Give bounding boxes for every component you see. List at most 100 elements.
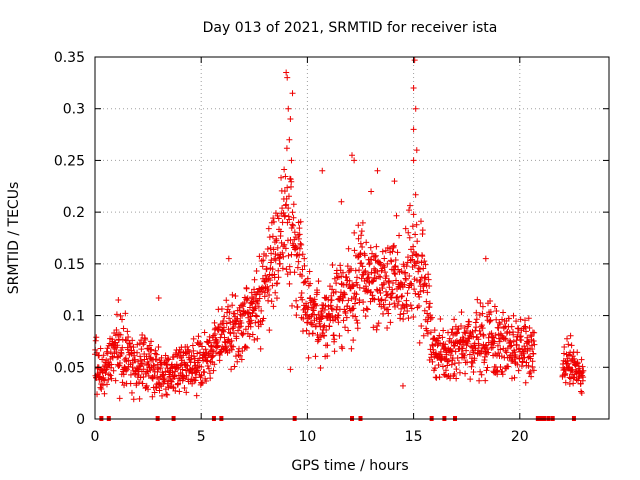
data-point bbox=[409, 252, 416, 259]
data-point bbox=[107, 349, 114, 356]
data-point bbox=[513, 318, 520, 325]
data-point bbox=[289, 209, 296, 216]
data-point bbox=[367, 244, 374, 251]
data-point bbox=[130, 344, 137, 351]
data-point bbox=[477, 299, 484, 306]
data-point bbox=[264, 246, 271, 253]
data-point bbox=[103, 381, 110, 388]
data-point bbox=[346, 267, 353, 274]
data-point bbox=[139, 380, 146, 387]
data-point bbox=[328, 305, 335, 312]
data-point-peak bbox=[283, 69, 290, 76]
y-tick-label: 0.2 bbox=[63, 205, 85, 221]
data-point bbox=[262, 278, 269, 285]
data-point bbox=[119, 316, 126, 323]
data-point bbox=[455, 326, 462, 333]
data-point bbox=[160, 371, 167, 378]
y-tick-labels: 0 0.05 0.1 0.15 0.2 0.25 0.3 0.35 bbox=[54, 50, 85, 428]
data-point bbox=[453, 330, 460, 337]
data-point bbox=[567, 375, 574, 382]
data-point bbox=[510, 338, 517, 345]
data-point bbox=[330, 332, 337, 339]
data-point-peak bbox=[413, 147, 420, 154]
data-point bbox=[253, 313, 260, 320]
data-point bbox=[205, 365, 212, 372]
data-point bbox=[177, 377, 184, 384]
y-tick-label: 0.05 bbox=[54, 360, 85, 376]
data-point bbox=[355, 222, 362, 229]
data-point bbox=[236, 307, 243, 314]
data-point bbox=[227, 319, 234, 326]
data-point bbox=[120, 371, 127, 378]
data-point bbox=[473, 324, 480, 331]
data-point bbox=[408, 305, 415, 312]
data-point bbox=[439, 354, 446, 361]
data-point bbox=[298, 290, 305, 297]
data-point bbox=[165, 377, 172, 384]
data-point bbox=[156, 381, 163, 388]
x-tick-label: 20 bbox=[511, 429, 529, 445]
data-point bbox=[467, 343, 474, 350]
data-point bbox=[174, 365, 181, 372]
data-point bbox=[249, 310, 256, 317]
data-point bbox=[274, 280, 281, 287]
data-point bbox=[218, 306, 225, 313]
data-point bbox=[412, 191, 419, 198]
data-point bbox=[456, 369, 463, 376]
data-point bbox=[492, 332, 499, 339]
data-point bbox=[283, 201, 290, 208]
data-point bbox=[351, 229, 358, 236]
data-point bbox=[272, 257, 279, 264]
data-point bbox=[293, 252, 300, 259]
data-point bbox=[179, 366, 186, 373]
data-point bbox=[221, 313, 228, 320]
data-point bbox=[263, 265, 270, 272]
data-point bbox=[568, 357, 575, 364]
data-point bbox=[410, 243, 417, 250]
data-point-peak bbox=[285, 105, 292, 112]
data-point bbox=[273, 237, 280, 244]
data-point bbox=[392, 263, 399, 270]
data-point bbox=[345, 327, 352, 334]
data-point bbox=[495, 325, 502, 332]
data-point bbox=[286, 216, 293, 223]
data-point bbox=[149, 393, 156, 400]
data-point bbox=[516, 355, 523, 362]
data-point bbox=[451, 316, 458, 323]
data-point bbox=[461, 329, 468, 336]
data-point bbox=[430, 346, 437, 353]
data-point bbox=[403, 263, 410, 270]
data-point bbox=[225, 326, 232, 333]
data-point bbox=[476, 377, 483, 384]
data-point bbox=[226, 347, 233, 354]
data-point bbox=[288, 178, 295, 185]
data-point bbox=[354, 319, 361, 326]
data-point bbox=[267, 244, 274, 251]
data-point bbox=[207, 375, 214, 382]
data-point bbox=[495, 350, 502, 357]
data-point bbox=[389, 279, 396, 286]
data-point bbox=[134, 349, 141, 356]
data-point bbox=[513, 341, 520, 348]
data-point bbox=[384, 291, 391, 298]
data-point bbox=[312, 322, 319, 329]
data-point bbox=[273, 280, 280, 287]
y-tick-label: 0.35 bbox=[54, 50, 85, 66]
data-point bbox=[463, 328, 470, 335]
data-point bbox=[506, 337, 513, 344]
data-point bbox=[396, 232, 403, 239]
data-point bbox=[223, 320, 230, 327]
data-point bbox=[228, 366, 235, 373]
data-point bbox=[276, 255, 283, 262]
data-point bbox=[101, 390, 108, 397]
data-point bbox=[321, 306, 328, 313]
data-point bbox=[522, 379, 529, 386]
data-point bbox=[194, 350, 201, 357]
data-point bbox=[402, 275, 409, 282]
data-point bbox=[291, 269, 298, 276]
data-point bbox=[391, 300, 398, 307]
data-point bbox=[464, 338, 471, 345]
data-point bbox=[420, 265, 427, 272]
data-point bbox=[220, 324, 227, 331]
